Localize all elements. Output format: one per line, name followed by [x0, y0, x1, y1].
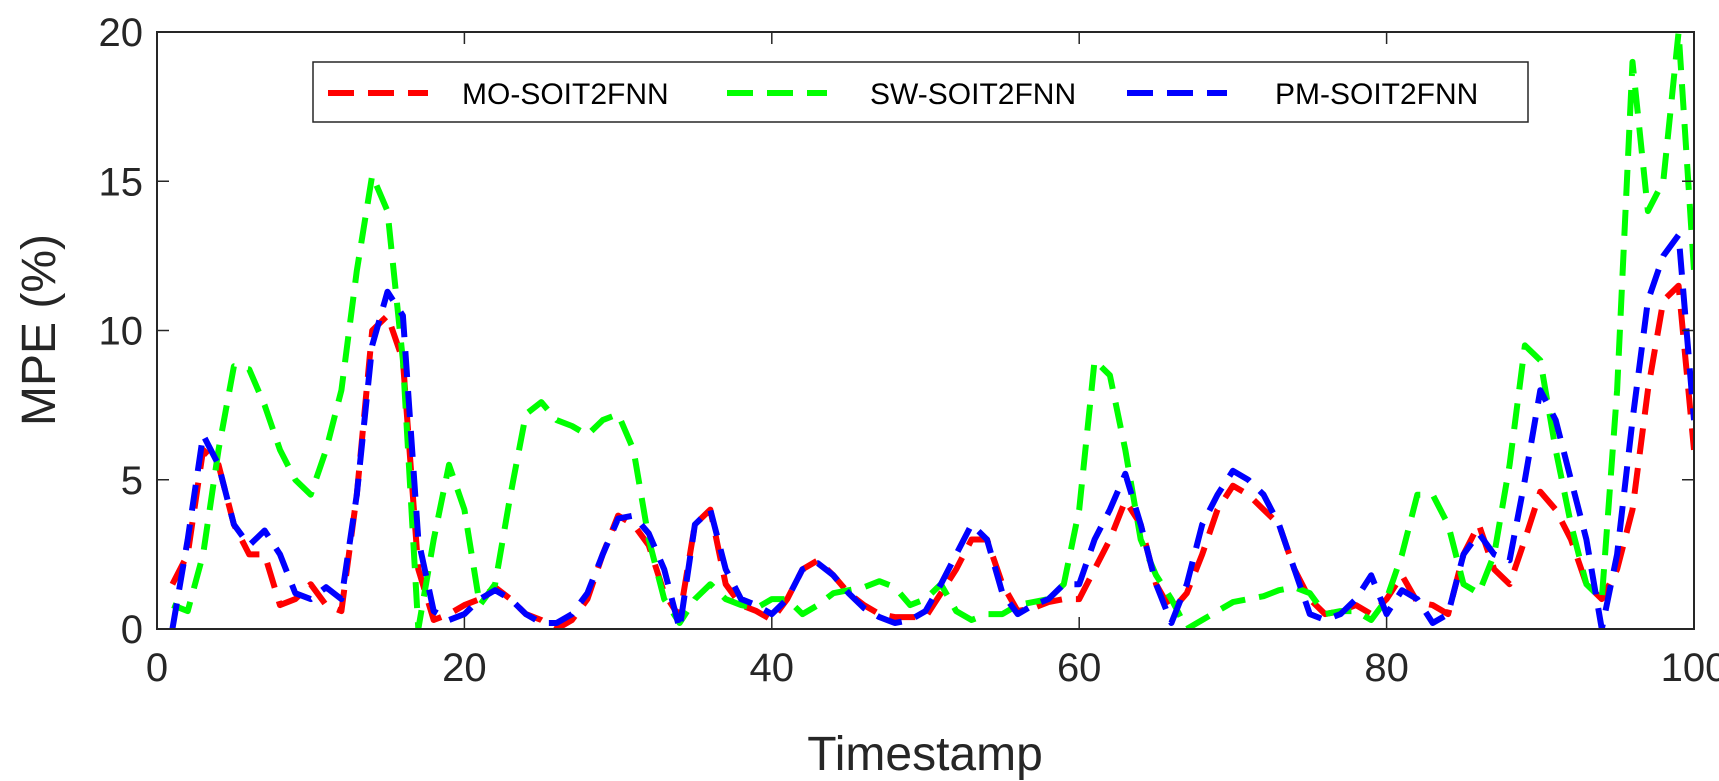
- y-tick-label: 0: [121, 608, 143, 652]
- legend: MO-SOIT2FNN SW-SOIT2FNN PM-SOIT2FNN: [312, 61, 1529, 123]
- y-tick-label: 20: [99, 11, 144, 55]
- x-tick-label: 40: [750, 646, 795, 690]
- x-tick-label: 100: [1661, 646, 1719, 690]
- x-tick-label: 60: [1057, 646, 1102, 690]
- legend-box: [312, 61, 1529, 123]
- legend-label-mo: MO-SOIT2FNN: [462, 78, 669, 111]
- legend-label-sw: SW-SOIT2FNN: [870, 78, 1076, 111]
- series-line-mo: [169, 282, 1694, 629]
- series-line-pm: [169, 232, 1694, 629]
- x-tick-label: 20: [442, 646, 487, 690]
- y-axis-label: MPE (%): [13, 234, 66, 426]
- y-tick-label: 5: [121, 459, 143, 503]
- x-axis-label: Timestamp: [807, 728, 1043, 781]
- ticks-layer: 0 20 40 60 80 100 0 5 10 15 20: [99, 11, 1719, 690]
- legend-label-pm: PM-SOIT2FNN: [1275, 78, 1478, 111]
- series-layer: [169, 29, 1694, 629]
- x-tick-label: 0: [146, 646, 168, 690]
- series-line-sw: [171, 29, 1694, 629]
- x-tick-label: 80: [1364, 646, 1409, 690]
- y-tick-label: 10: [99, 310, 144, 354]
- y-tick-label: 15: [99, 160, 144, 204]
